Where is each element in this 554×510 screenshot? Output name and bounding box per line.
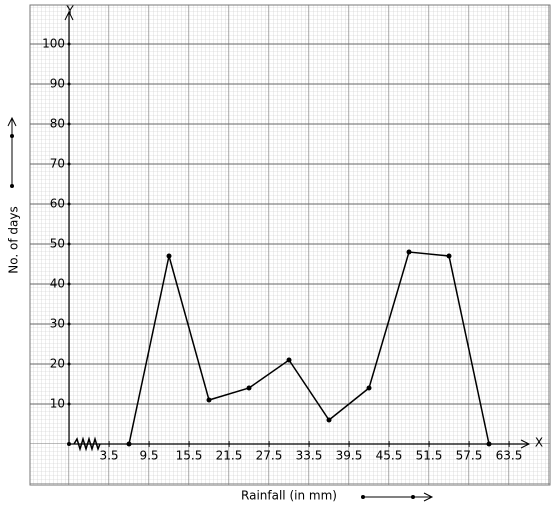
- x-axis-arrow: [520, 439, 531, 449]
- y-tick: [67, 82, 71, 86]
- axis-break: [73, 436, 101, 452]
- x-axis-name: X: [535, 436, 543, 450]
- y-tick: [67, 322, 71, 326]
- y-tick: [67, 242, 71, 246]
- y-tick: [67, 202, 71, 206]
- y-tick-label: 90: [50, 77, 65, 91]
- x-tick-label: 39.5: [336, 449, 363, 463]
- y-tick: [67, 42, 71, 46]
- x-tick-label: 3.5: [99, 449, 118, 463]
- x-tick-label: 51.5: [416, 449, 443, 463]
- y-tick: [67, 122, 71, 126]
- y-axis-label: No. of days: [7, 206, 21, 273]
- data-point: [406, 249, 412, 255]
- y-tick-label: 80: [50, 117, 65, 131]
- data-point: [446, 253, 452, 259]
- y-tick-label: 40: [50, 277, 65, 291]
- y-tick-label: 70: [50, 157, 65, 171]
- y-axis-arrow: [64, 10, 74, 21]
- y-tick-label: 30: [50, 317, 65, 331]
- y-tick-label: 20: [50, 357, 65, 371]
- x-tick-label: 57.5: [456, 449, 483, 463]
- plot-area: [30, 43, 550, 405]
- y-tick-label: 100: [42, 37, 65, 51]
- origin-dot: [67, 442, 71, 446]
- data-point: [246, 385, 252, 391]
- data-point: [206, 397, 212, 403]
- x-tick-label: 21.5: [216, 449, 243, 463]
- data-line: [128, 251, 490, 445]
- y-tick: [67, 402, 71, 406]
- y-tick: [67, 162, 71, 166]
- x-tick-label: 63.5: [496, 449, 523, 463]
- data-point: [166, 253, 172, 259]
- y-tick: [67, 362, 71, 366]
- y-tick-label: 10: [50, 397, 65, 411]
- data-point: [326, 417, 332, 423]
- data-point: [366, 385, 372, 391]
- y-axis-name: Y: [65, 4, 74, 18]
- x-tick-label: 27.5: [256, 449, 283, 463]
- x-tick-label: 33.5: [296, 449, 323, 463]
- data-point: [286, 357, 292, 363]
- x-tick-label: 45.5: [376, 449, 403, 463]
- x-direction-arrow: [361, 492, 434, 502]
- x-tick-label: 9.5: [139, 449, 158, 463]
- data-point: [486, 441, 492, 447]
- x-tick-label: 15.5: [176, 449, 203, 463]
- x-axis-label: Rainfall (in mm): [241, 489, 337, 503]
- y-tick-label: 50: [50, 237, 65, 251]
- y-tick-label: 60: [50, 197, 65, 211]
- y-tick: [67, 282, 71, 286]
- graph-paper: [29, 4, 551, 486]
- data-point: [126, 441, 132, 447]
- y-direction-arrow: [7, 116, 17, 188]
